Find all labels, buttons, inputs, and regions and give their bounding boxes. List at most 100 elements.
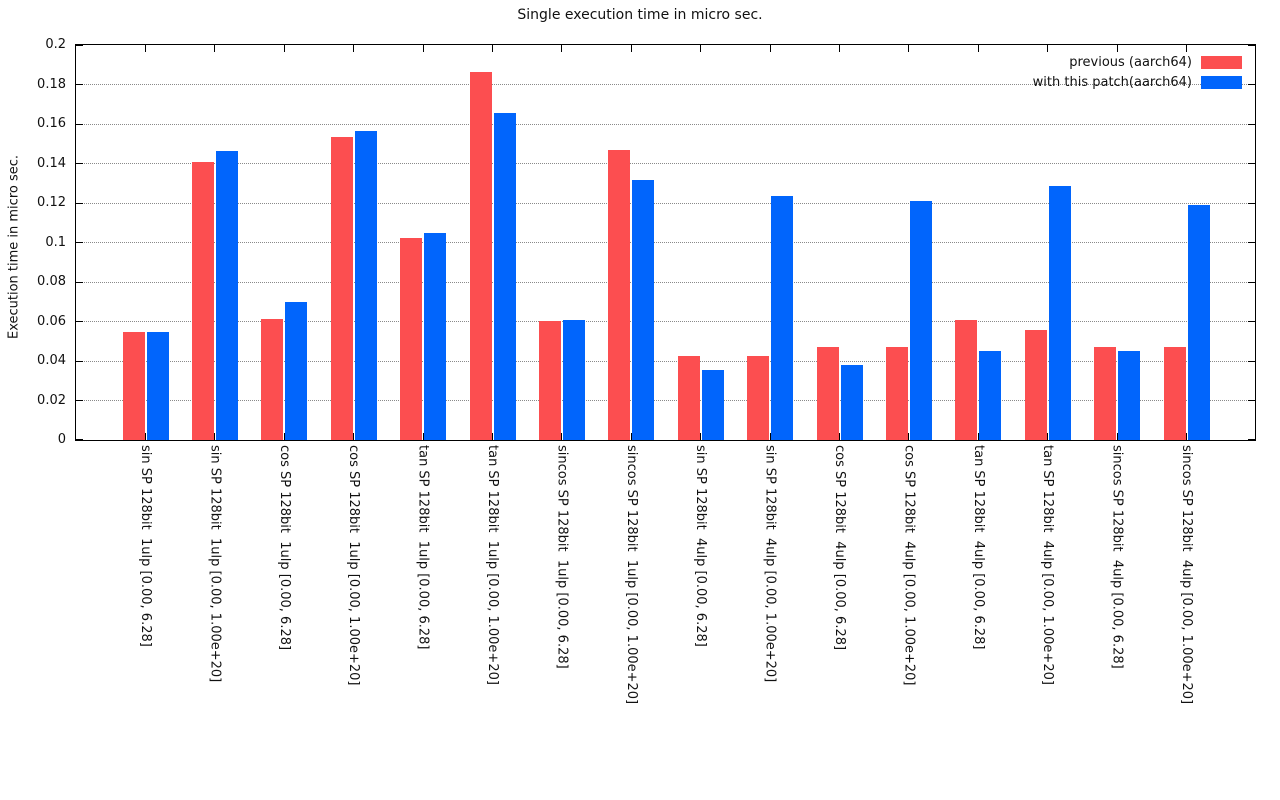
y-tick-left bbox=[76, 242, 83, 243]
x-tick-bottom bbox=[839, 433, 840, 440]
x-tick-top bbox=[630, 45, 632, 52]
legend-label-patch: with this patch(aarch64) bbox=[1032, 74, 1192, 90]
y-tick-left bbox=[76, 45, 83, 46]
x-tick-bottom bbox=[145, 433, 146, 440]
x-tick-top bbox=[839, 45, 840, 52]
x-category-label: sin SP 128bit 1ulp [0.00, 1.00e+20] bbox=[207, 445, 223, 683]
bar-previous bbox=[1094, 347, 1117, 440]
x-tick-bottom bbox=[1186, 433, 1187, 440]
bar-previous bbox=[816, 347, 839, 440]
y-tick-right bbox=[1248, 360, 1255, 362]
x-tick-top bbox=[1116, 45, 1118, 52]
legend-item-patch: with this patch(aarch64) bbox=[1033, 72, 1242, 92]
bar-patch bbox=[909, 201, 932, 440]
x-category-label: sincos SP 128bit 4ulp [0.00, 1.00e+20] bbox=[1179, 445, 1194, 705]
grid-line bbox=[76, 123, 1255, 125]
bar-patch bbox=[354, 130, 377, 440]
x-tick-top bbox=[214, 45, 216, 52]
plot-area bbox=[75, 44, 1256, 441]
grid-line bbox=[76, 202, 1255, 204]
y-tick-label: 0.1 bbox=[45, 234, 66, 250]
x-tick-bottom bbox=[1047, 433, 1049, 440]
y-tick-right bbox=[1248, 400, 1255, 401]
y-tick-left bbox=[76, 163, 83, 164]
bar-previous bbox=[122, 332, 145, 440]
legend-swatch-patch bbox=[1201, 75, 1242, 89]
x-tick-top bbox=[908, 45, 910, 52]
bar-previous bbox=[538, 320, 561, 440]
x-tick-bottom bbox=[561, 433, 563, 440]
legend: previous (aarch64) with this patch(aarch… bbox=[1033, 52, 1242, 92]
y-tick-label: 0.14 bbox=[37, 155, 66, 171]
bar-patch bbox=[1048, 186, 1071, 440]
y-tick-right bbox=[1248, 242, 1255, 243]
bar-previous bbox=[191, 161, 214, 440]
bar-patch bbox=[771, 196, 794, 440]
y-tick-right bbox=[1248, 123, 1255, 125]
x-category-label: cos SP 128bit 4ulp [0.00, 6.28] bbox=[832, 445, 847, 651]
x-tick-bottom bbox=[977, 433, 979, 440]
y-tick-right bbox=[1248, 281, 1255, 283]
bar-patch bbox=[562, 319, 585, 440]
x-tick-bottom bbox=[630, 433, 632, 440]
legend-label-previous: previous (aarch64) bbox=[1069, 54, 1192, 70]
bar-patch bbox=[215, 150, 238, 440]
x-tick-top bbox=[561, 45, 563, 52]
y-tick-left bbox=[76, 84, 83, 85]
x-category-label: tan SP 128bit 1ulp [0.00, 6.28] bbox=[415, 445, 431, 650]
x-category-label: sincos SP 128bit 1ulp [0.00, 6.28] bbox=[554, 445, 570, 669]
y-tick-label: 0.18 bbox=[37, 76, 66, 92]
grid-line bbox=[76, 84, 1255, 85]
x-tick-bottom bbox=[1116, 433, 1118, 440]
grid-line bbox=[76, 400, 1255, 401]
x-tick-top bbox=[283, 45, 285, 52]
x-tick-bottom bbox=[422, 433, 424, 440]
y-tick-label: 0 bbox=[57, 432, 66, 447]
x-tick-bottom bbox=[908, 433, 910, 440]
bar-patch bbox=[979, 351, 1002, 440]
y-tick-right bbox=[1248, 439, 1255, 440]
y-tick-left bbox=[76, 360, 83, 362]
bar-patch bbox=[424, 232, 447, 440]
x-tick-top bbox=[353, 45, 355, 52]
x-category-label: cos SP 128bit 1ulp [0.00, 1.00e+20] bbox=[346, 445, 362, 686]
bar-previous bbox=[677, 356, 700, 440]
y-tick-label: 0.12 bbox=[37, 195, 66, 210]
x-tick-bottom bbox=[283, 433, 285, 440]
x-category-label: sincos SP 128bit 1ulp [0.00, 1.00e+20] bbox=[623, 445, 639, 705]
x-category-label: sin SP 128bit 4ulp [0.00, 1.00e+20] bbox=[762, 445, 778, 683]
x-tick-top bbox=[422, 45, 424, 52]
x-tick-bottom bbox=[769, 433, 771, 440]
y-tick-label: 0.2 bbox=[45, 37, 66, 52]
bar-patch bbox=[146, 332, 169, 440]
bar-previous bbox=[747, 356, 770, 440]
y-tick-label: 0.04 bbox=[37, 353, 66, 368]
grid-line bbox=[76, 281, 1255, 283]
x-tick-bottom bbox=[492, 433, 493, 440]
x-tick-top bbox=[1047, 45, 1049, 52]
x-tick-top bbox=[977, 45, 979, 52]
bar-patch bbox=[632, 180, 655, 440]
bar-previous bbox=[469, 71, 492, 440]
x-tick-top bbox=[145, 45, 146, 52]
bar-previous bbox=[1024, 330, 1047, 440]
y-tick-left bbox=[76, 123, 83, 125]
y-tick-label: 0.02 bbox=[37, 392, 66, 408]
y-tick-left bbox=[76, 400, 83, 401]
bar-patch bbox=[1118, 351, 1141, 440]
x-tick-top bbox=[700, 45, 702, 52]
x-tick-bottom bbox=[700, 433, 702, 440]
x-category-label: cos SP 128bit 4ulp [0.00, 1.00e+20] bbox=[901, 445, 917, 686]
y-tick-label: 0.06 bbox=[37, 313, 66, 329]
grid-line bbox=[76, 163, 1255, 164]
y-tick-right bbox=[1248, 163, 1255, 164]
x-category-label: sin SP 128bit 4ulp [0.00, 6.28] bbox=[693, 445, 709, 647]
y-tick-right bbox=[1248, 84, 1255, 85]
chart-title: Single execution time in micro sec. bbox=[517, 7, 763, 23]
bar-patch bbox=[493, 113, 516, 440]
legend-item-previous: previous (aarch64) bbox=[1069, 52, 1242, 72]
bar-patch bbox=[1187, 204, 1210, 440]
x-category-label: tan SP 128bit 4ulp [0.00, 6.28] bbox=[970, 445, 986, 650]
y-tick-left bbox=[76, 321, 83, 322]
x-category-label: tan SP 128bit 4ulp [0.00, 1.00e+20] bbox=[1040, 445, 1056, 685]
